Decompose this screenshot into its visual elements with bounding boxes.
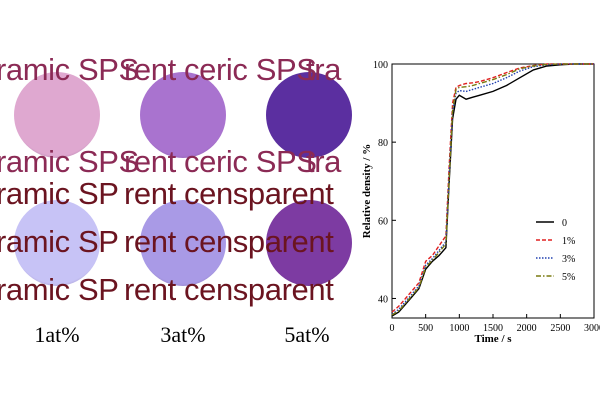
text-row-4: ramic SP rent censparent: [0, 226, 360, 258]
y-tick-label: 100: [373, 60, 388, 71]
text-row-1: ramic SPS rent ceric SPS tra: [0, 54, 360, 86]
legend-label: 1%: [562, 236, 575, 247]
sample-label-3at: 3at%: [160, 322, 206, 347]
y-tick-label: 40: [378, 294, 388, 305]
x-tick-label: 3000: [584, 323, 600, 334]
disc-5at-top: [266, 72, 352, 158]
y-tick-label: 60: [378, 216, 388, 227]
text-row-4-left: ramic SP: [0, 224, 119, 259]
series-line-1: [391, 63, 594, 317]
text-row-2-right: tra: [306, 144, 341, 179]
x-axis-label: Time / s: [474, 333, 512, 345]
disc-5at-bottom: [266, 200, 352, 286]
series-line-3: [391, 63, 594, 315]
sample-label-5at: 5at%: [284, 322, 330, 347]
x-tick-label: 2500: [550, 323, 570, 334]
text-row-4-middle: rent censparent: [124, 224, 334, 259]
text-row-1-middle: rent ceric SPS: [124, 52, 317, 87]
text-row-5: ramic SP rent censparent: [0, 274, 360, 306]
x-tick-label: 1500: [483, 323, 503, 334]
text-row-3-left: ramic SP: [0, 176, 119, 211]
x-tick-label: 0: [390, 323, 395, 334]
text-row-2: ramic SPS rent ceric SPS tra: [0, 146, 360, 178]
density-chart: 0 500 1000 1500 2000 2500 3000 40 60 80 100 Time /…: [361, 60, 600, 345]
y-tick-label: 80: [378, 138, 388, 149]
legend-label: 0: [562, 218, 567, 229]
sample-label-1at: 1at%: [34, 322, 80, 347]
disc-3at-top: [140, 72, 226, 158]
text-row-1-right: tra: [306, 52, 341, 87]
text-row-2-middle: rent ceric SPS: [124, 144, 317, 179]
series-line-4: [391, 63, 594, 316]
text-row-5-left: ramic SP: [0, 272, 119, 307]
x-tick-label: 500: [418, 323, 433, 334]
legend-label: 3%: [562, 254, 575, 265]
x-tick-label: 1000: [449, 323, 469, 334]
disc-1at-top: [14, 72, 100, 158]
x-tick-label: 2000: [517, 323, 537, 334]
text-row-3-middle: rent censparent: [124, 176, 334, 211]
y-axis-label: Relative density / %: [361, 144, 373, 238]
legend-label: 5%: [562, 272, 575, 283]
text-row-2-left: ramic SPS: [0, 144, 139, 179]
disc-1at-bottom: [14, 200, 100, 286]
series-lines: [391, 63, 594, 317]
disc-3at-bottom: [140, 200, 226, 286]
text-row-3: ramic SP rent censparent: [0, 178, 360, 210]
legend: 0 1% 3% 5%: [536, 218, 575, 283]
tick-labels: 0 500 1000 1500 2000 2500 3000 40 60 80 100: [373, 60, 600, 334]
text-row-1-left: ramic SPS: [0, 52, 139, 87]
sample-photo: ramic SPS rent ceric SPS tra ramic SPS r…: [0, 50, 360, 350]
text-row-5-middle: rent censparent: [124, 272, 334, 307]
